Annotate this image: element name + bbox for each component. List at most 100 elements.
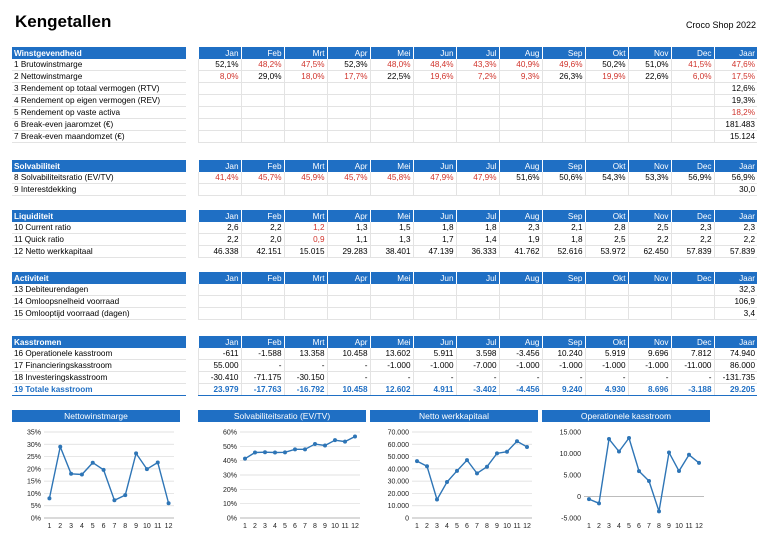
table-cell <box>326 130 370 143</box>
table-cell <box>412 295 456 308</box>
table-cell <box>240 106 284 119</box>
table-cell: -3.402 <box>455 383 499 396</box>
table-cell: 62.450 <box>627 245 671 258</box>
table-cell <box>584 118 628 131</box>
table-cell: 1,8 <box>455 222 499 234</box>
table-cell: 51,6% <box>498 172 542 184</box>
table-cell: 2,0 <box>240 233 284 246</box>
spacer <box>186 284 198 296</box>
table-row: 11 Quick ratio 2,2 2,0 0,9 1,1 1,3 1,7 1,4 1,9 1,… <box>12 233 757 246</box>
table-cell <box>240 307 284 320</box>
table-cell: 1,8 <box>412 222 456 234</box>
table-cell: 5.919 <box>584 348 628 360</box>
table-cell <box>498 295 542 308</box>
table-cell: 17,5% <box>713 70 757 83</box>
data-point <box>101 467 106 472</box>
month-header: Sep <box>541 47 585 59</box>
month-header: Jan <box>197 272 241 284</box>
data-point <box>303 447 307 452</box>
table-cell <box>240 130 284 143</box>
table-cell: -1.000 <box>584 359 628 372</box>
table-cell: 19,9% <box>584 70 628 83</box>
table-row: 3 Rendement op totaal vermogen (RTV) 12,6… <box>12 82 757 95</box>
table-cell <box>670 284 714 296</box>
y-tick-label: 15% <box>27 479 41 486</box>
data-point <box>333 438 337 443</box>
table-cell <box>584 284 628 296</box>
table-cell: 9.240 <box>541 383 585 396</box>
data-point <box>79 472 84 477</box>
table-cell <box>584 183 628 196</box>
table-cell <box>197 106 241 119</box>
table-cell: 1,9 <box>498 233 542 246</box>
spacer <box>186 336 198 348</box>
table-cell: 13.602 <box>369 348 413 360</box>
table-cell <box>627 130 671 143</box>
y-tick-label: 70.000 <box>388 430 410 437</box>
table-cell: -17.763 <box>240 383 284 396</box>
table-cell: 8.696 <box>627 383 671 396</box>
table-cell: - <box>584 371 628 384</box>
y-tick-label: 50.000 <box>388 454 410 461</box>
y-tick-label: 30% <box>27 442 41 449</box>
spacer <box>186 296 198 308</box>
table-row: 19 Totale kasstroom 23.979 -17.763 -16.792 1… <box>12 383 757 396</box>
month-header: Mrt <box>283 272 327 284</box>
data-point <box>687 452 691 457</box>
table-cell: - <box>240 359 284 372</box>
table-cell: 47,9% <box>412 172 456 184</box>
y-tick-label: -5.000 <box>561 516 581 523</box>
row-label: 14 Omloopsnelheid voorraad <box>12 295 186 308</box>
table-row: 14 Omloopsnelheid voorraad 106,9 <box>12 295 757 308</box>
month-header: Jan <box>197 336 241 348</box>
row-label: 19 Totale kasstroom <box>12 383 186 396</box>
spacer <box>186 160 198 172</box>
spacer <box>186 308 198 320</box>
data-point <box>58 444 63 449</box>
table-cell: 2,3 <box>498 222 542 234</box>
table-cell: 45,7% <box>240 172 284 184</box>
table-cell <box>283 183 327 196</box>
y-tick-label: 0 <box>405 516 409 523</box>
table-cell: -7.000 <box>455 359 499 372</box>
table-cell: 49,6% <box>541 59 585 71</box>
data-point <box>475 471 479 476</box>
y-tick-label: 60% <box>223 430 237 437</box>
table-cell <box>670 295 714 308</box>
table-cell: 47.139 <box>412 245 456 258</box>
table-cell: 29.205 <box>713 383 757 396</box>
table-row: 7 Break-even maandomzet (€) 15.124 <box>12 130 757 143</box>
spacer <box>186 95 198 107</box>
row-label: 3 Rendement op totaal vermogen (RTV) <box>12 82 186 95</box>
table-cell: 15.015 <box>283 245 327 258</box>
table-cell: 50,6% <box>541 172 585 184</box>
table-cell: 19,3% <box>713 94 757 107</box>
table-cell: - <box>627 371 671 384</box>
data-point <box>283 450 287 455</box>
table-cell: - <box>455 371 499 384</box>
table-cell <box>240 295 284 308</box>
row-label: 6 Break-even jaaromzet (€) <box>12 118 186 131</box>
month-header: Mei <box>369 47 413 59</box>
chart-title: Netto werkkapitaal <box>370 410 538 422</box>
data-point <box>617 449 621 454</box>
spacer <box>186 234 198 246</box>
table-cell: 45,7% <box>326 172 370 184</box>
section-table-liquiditeit: Liquiditeit Jan Feb Mrt Apr Mei Jun Jul Aug Sep Ok… <box>12 210 757 258</box>
table-cell <box>541 130 585 143</box>
month-header: Okt <box>584 210 628 222</box>
data-point <box>112 498 117 503</box>
table-cell <box>670 307 714 320</box>
table-cell <box>283 307 327 320</box>
table-cell: 2,6 <box>197 222 241 234</box>
data-point <box>515 439 519 444</box>
table-cell: 45,8% <box>369 172 413 184</box>
table-cell: 1,3 <box>369 233 413 246</box>
table-cell: 53,3% <box>627 172 671 184</box>
table-cell: 47,9% <box>455 172 499 184</box>
table-cell: 48,0% <box>369 59 413 71</box>
table-cell: 52.616 <box>541 245 585 258</box>
y-tick-label: 60.000 <box>388 442 410 449</box>
table-cell <box>240 284 284 296</box>
month-header: Mrt <box>283 47 327 59</box>
